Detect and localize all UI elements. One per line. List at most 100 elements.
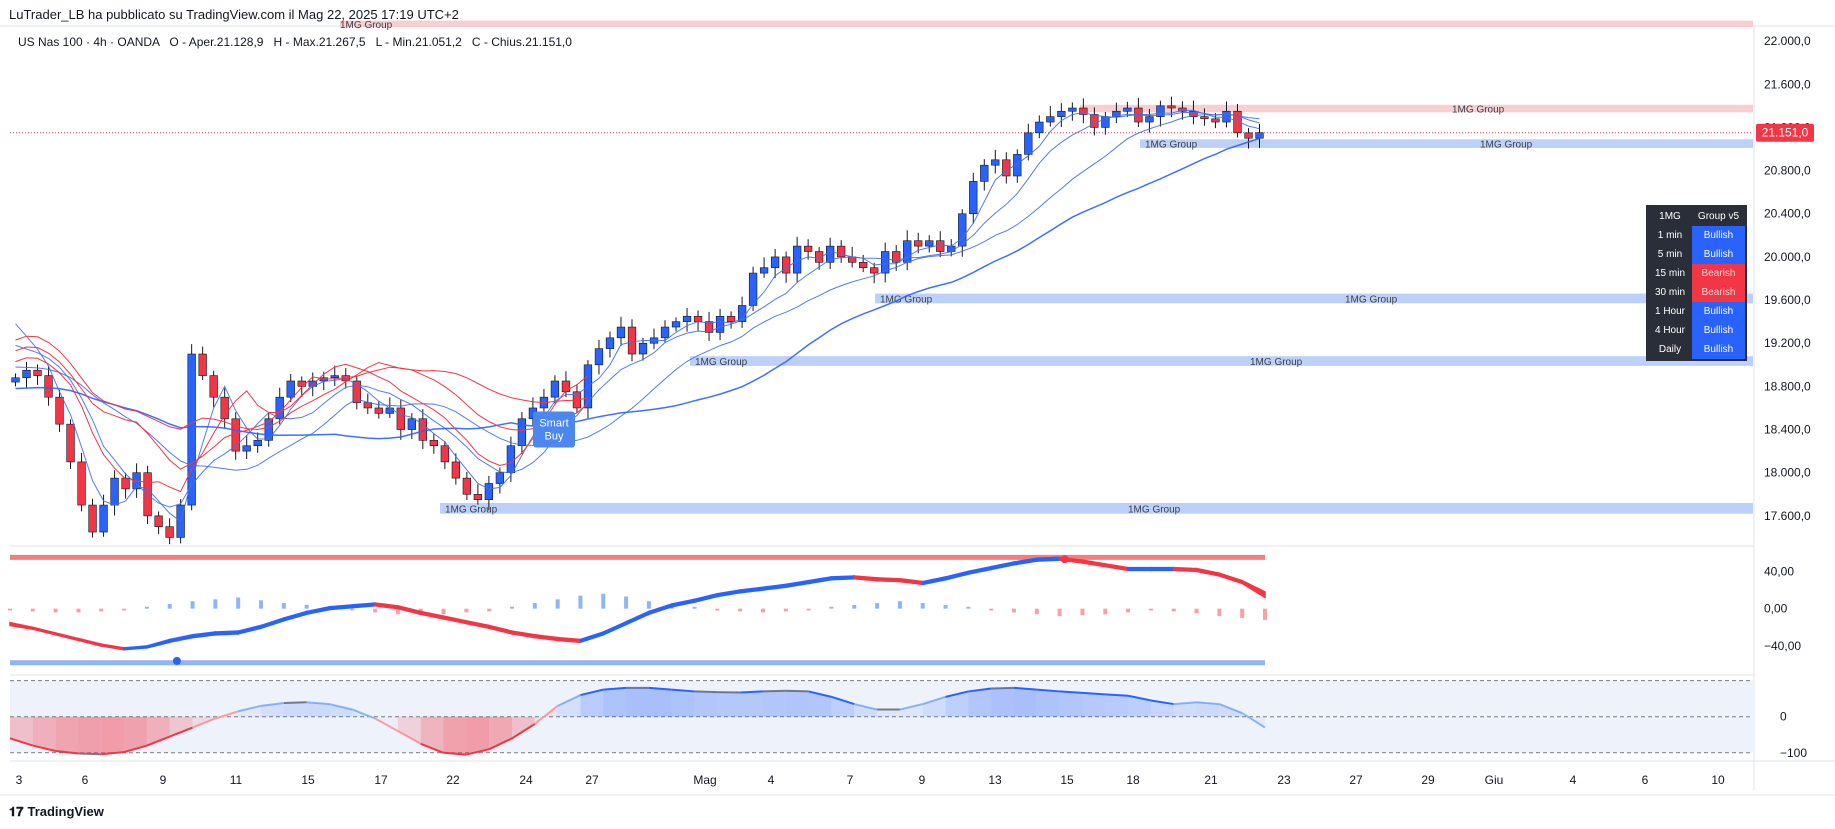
candle-body xyxy=(110,477,119,506)
candle-body xyxy=(44,375,53,398)
osc-histogram-bar xyxy=(532,603,537,609)
mtf-row: 1 Hour Bullish xyxy=(1647,302,1746,321)
osc-ribbon-segment xyxy=(990,561,1015,571)
osc-ribbon-segment xyxy=(397,604,422,616)
time-tick-label: 13 xyxy=(988,773,1002,787)
mtf-row: 30 min Bearish xyxy=(1647,283,1746,302)
mtf-row: Daily Bullish xyxy=(1647,340,1746,360)
candle xyxy=(121,472,130,499)
candle xyxy=(1156,100,1165,127)
osc-histogram-bar xyxy=(875,603,880,609)
wave-tick-label: 0 xyxy=(1780,710,1787,724)
osc-ribbon-segment xyxy=(670,598,696,608)
zone-label: 1MG Group xyxy=(1145,140,1198,151)
candle-body xyxy=(859,262,868,268)
candle-body xyxy=(495,472,505,484)
candle-body xyxy=(550,380,560,398)
osc-ribbon-segment xyxy=(830,575,856,581)
wave-fill-segment xyxy=(1082,692,1106,717)
osc-histogram-bar xyxy=(1034,608,1039,615)
candle-body xyxy=(704,321,714,333)
zone-blue xyxy=(690,356,1753,366)
price-tick-label: 19.200,0 xyxy=(1764,336,1811,350)
mtf-timeframe: 30 min xyxy=(1647,283,1692,302)
osc-histogram-bar xyxy=(578,595,583,609)
wave-line-segment xyxy=(1241,712,1266,729)
candle-body xyxy=(462,477,472,495)
wave-fill-segment xyxy=(854,704,878,717)
tradingview-logo[interactable]: 𝟏𝟕 TradingView xyxy=(9,804,104,820)
candle-body xyxy=(66,423,75,463)
candle-body xyxy=(440,445,449,463)
wave-fill-segment xyxy=(557,695,581,717)
osc-histogram-bar xyxy=(943,604,948,609)
candle-body xyxy=(374,407,383,414)
wave-fill-segment xyxy=(397,716,421,744)
moving-average-line xyxy=(15,112,1260,508)
candle xyxy=(550,375,560,404)
wave-fill-segment xyxy=(192,716,216,728)
candle-body xyxy=(1123,107,1132,112)
candle xyxy=(198,346,207,381)
candle-body xyxy=(1255,132,1264,139)
candle xyxy=(1024,123,1033,161)
time-tick-label: 9 xyxy=(919,773,926,787)
candle xyxy=(693,310,703,331)
wave-fill-segment xyxy=(489,716,512,750)
osc-histogram-bar xyxy=(304,604,309,609)
osc-ribbon-segment xyxy=(579,630,605,644)
zone-label: 1MG Group xyxy=(445,504,498,515)
osc-histogram-bar xyxy=(350,608,355,611)
bear-average-line xyxy=(15,335,589,431)
wave-line-segment xyxy=(283,701,307,704)
candle-body xyxy=(881,251,890,274)
candle xyxy=(1134,97,1143,127)
osc-ribbon-segment xyxy=(762,583,787,591)
wave-line-segment xyxy=(899,703,923,711)
candle-body xyxy=(55,396,64,425)
candle-body xyxy=(1057,110,1066,117)
mtf-status: Bullish xyxy=(1692,321,1746,340)
osc-ribbon-segment xyxy=(716,589,741,598)
osc-tick-label: 0,00 xyxy=(1764,602,1788,616)
wave-fill-segment xyxy=(648,687,672,717)
candle xyxy=(242,435,251,460)
mtf-row: 1 min Bullish xyxy=(1647,226,1746,245)
time-tick-label: 24 xyxy=(519,773,533,787)
candle-body xyxy=(88,504,97,533)
wave-fill-segment xyxy=(55,716,79,754)
zone-label: 1MG Group xyxy=(340,20,393,31)
candle xyxy=(363,393,372,415)
mtf-header-cell: 1MG xyxy=(1647,206,1692,226)
candles-group xyxy=(11,96,1264,545)
price-tick-label: 20.000,0 xyxy=(1764,250,1811,264)
osc-histogram-bar xyxy=(167,604,172,609)
candle xyxy=(892,245,901,271)
wave-fill-segment xyxy=(306,702,330,717)
time-tick-label: 17 xyxy=(374,773,388,787)
candle xyxy=(991,149,1000,174)
osc-histogram-bar xyxy=(555,599,560,609)
time-tick-label: 27 xyxy=(1349,773,1363,787)
candle xyxy=(418,409,427,450)
candle-body xyxy=(1079,107,1088,115)
candle xyxy=(803,239,813,260)
mtf-timeframe: 1 min xyxy=(1647,226,1692,245)
candle-body xyxy=(561,380,571,393)
candle xyxy=(638,337,648,361)
wave-line-segment xyxy=(466,748,490,756)
candle-body xyxy=(936,240,945,252)
candle xyxy=(1046,106,1055,127)
candle-body xyxy=(253,440,262,447)
smart-buy-signal xyxy=(533,411,575,448)
wave-fill-segment xyxy=(283,702,307,717)
candle xyxy=(1167,96,1176,118)
osc-histogram-bar xyxy=(373,608,378,613)
zone-label: 1MG Group xyxy=(1480,140,1533,151)
candle xyxy=(154,511,163,535)
open-label: O - Aper. xyxy=(169,35,217,49)
osc-histogram-bar xyxy=(920,603,925,609)
osc-histogram-bar xyxy=(76,608,81,613)
wave-fill-segment xyxy=(968,688,992,717)
